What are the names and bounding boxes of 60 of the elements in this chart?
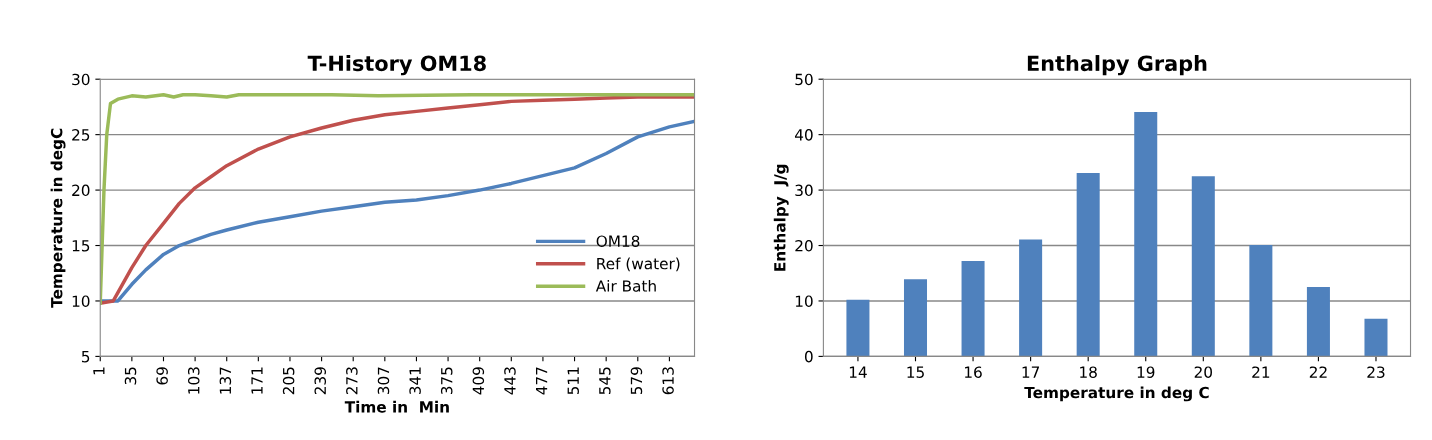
x-tick-label: 19 — [1137, 366, 1155, 378]
x-tick-label: 375 — [440, 367, 453, 395]
bar — [1191, 176, 1215, 357]
x-tick-label: 1 — [93, 367, 105, 375]
y-tick-label: 10 — [72, 295, 90, 307]
bar — [1306, 287, 1330, 357]
x-tick-label: 14 — [849, 366, 867, 378]
x-tick-label: 17 — [1022, 366, 1040, 378]
y-tick-label: 20 — [795, 239, 813, 252]
x-tick-label: 205 — [282, 367, 295, 395]
x-tick-label: 18 — [1080, 366, 1097, 378]
y-tick-label: 0 — [804, 350, 813, 363]
x-tick-label: 443 — [504, 367, 516, 395]
y-tick-label: 30 — [72, 73, 90, 86]
bar — [1249, 244, 1273, 357]
x-tick-label: 477 — [536, 367, 548, 395]
x-tick-label: 545 — [599, 367, 611, 395]
x-tick-label: 22 — [1309, 366, 1327, 378]
y-tick-label: 15 — [72, 240, 90, 252]
x-tick-label: 341 — [409, 367, 421, 395]
legend-label: Air Bath — [595, 279, 656, 292]
x-tick-label: 16 — [965, 366, 982, 378]
y-tick-label: 50 — [795, 73, 813, 86]
x-tick-label: 409 — [472, 367, 485, 395]
x-tick-label: 23 — [1367, 366, 1385, 378]
x-tick-label: 103 — [187, 367, 200, 394]
x-tick-label: 511 — [567, 367, 579, 395]
x-tick-label: 613 — [662, 367, 674, 395]
x-tick-label: 239 — [314, 367, 327, 395]
x-tick-label: 579 — [630, 367, 643, 395]
x-tick-label: 35 — [124, 367, 137, 385]
x-tick-label: 171 — [251, 367, 263, 394]
y-tick-label: 20 — [72, 184, 90, 197]
bar — [961, 261, 985, 357]
y-tick-label: 5 — [81, 351, 90, 363]
x-tick-label: 273 — [346, 367, 358, 395]
x-tick-label: 137 — [219, 367, 232, 394]
y-axis-title: Enthalpy J/g — [773, 164, 789, 271]
x-tick-label: 21 — [1252, 366, 1270, 378]
x-tick-label: 15 — [907, 366, 924, 378]
x-tick-label: 307 — [377, 367, 390, 395]
bar — [846, 299, 870, 357]
y-tick-label: 10 — [795, 295, 813, 307]
bar — [1364, 318, 1388, 357]
chart-title: Enthalpy Graph — [1027, 55, 1207, 76]
legend-label: Ref (water) — [597, 257, 680, 272]
y-tick-label: 40 — [794, 129, 813, 141]
bar — [1019, 239, 1043, 357]
bar — [903, 279, 928, 357]
bar — [1134, 111, 1158, 357]
y-axis-title: Temperature in degC — [50, 128, 66, 308]
legend-label: OM18 — [596, 235, 640, 247]
x-tick-label: 69 — [156, 367, 168, 385]
x-axis-title: Temperature in deg C — [1024, 386, 1209, 402]
y-tick-label: 25 — [72, 129, 90, 141]
bar — [1076, 172, 1100, 357]
chart-title: T-History OM18 — [307, 55, 486, 76]
x-axis-title: Time in Min — [344, 400, 449, 413]
y-tick-label: 30 — [795, 184, 813, 197]
x-tick-label: 20 — [1194, 366, 1213, 378]
